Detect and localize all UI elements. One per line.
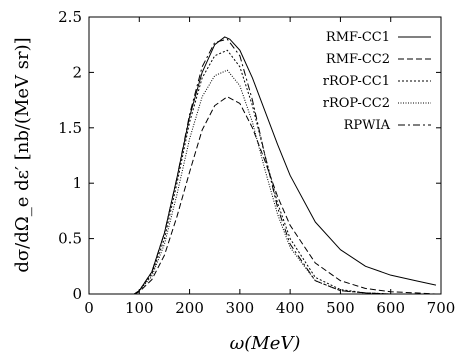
y-tick-label: 0.5 bbox=[58, 230, 82, 248]
series-line-rmf-cc1 bbox=[133, 36, 437, 295]
x-tick-label: 200 bbox=[175, 299, 204, 317]
y-tick-label: 1.5 bbox=[58, 119, 82, 137]
series-line-rpwia bbox=[133, 38, 391, 295]
x-tick-label: 300 bbox=[226, 299, 255, 317]
x-tick-label: 600 bbox=[376, 299, 405, 317]
legend-label: RMF-CC2 bbox=[326, 52, 390, 67]
legend-label: RMF-CC1 bbox=[326, 30, 390, 45]
legend: RMF-CC1 RMF-CC2 rROP-CC1 rROP-CC2 RPWIA bbox=[323, 30, 431, 133]
y-tick-label: 2.5 bbox=[58, 8, 82, 26]
legend-label: rROP-CC1 bbox=[323, 74, 390, 89]
plot-frame bbox=[88, 16, 442, 295]
y-tick-label: 0 bbox=[72, 285, 82, 303]
y-tick-label: 2 bbox=[72, 63, 82, 81]
y-tick-label: 1 bbox=[72, 174, 82, 192]
legend-label: RPWIA bbox=[344, 118, 391, 133]
series-line-rmf-cc2 bbox=[134, 96, 436, 295]
x-tick-label: 500 bbox=[326, 299, 355, 317]
x-axis-label: ω(MeV) bbox=[230, 333, 301, 354]
axis-ticks: 0 100 200 300 400 500 600 700 0 0.5 1 1.5 2 2.5 bbox=[58, 8, 455, 317]
y-axis-label: dσ/dΩ_e dε′ [nb/(MeV sr)] bbox=[12, 37, 33, 272]
x-tick-label: 700 bbox=[427, 299, 455, 317]
series-lines bbox=[133, 36, 437, 295]
x-tick-label: 100 bbox=[125, 299, 154, 317]
x-tick-label: 0 bbox=[84, 299, 94, 317]
x-tick-label: 400 bbox=[276, 299, 305, 317]
legend-label: rROP-CC2 bbox=[323, 96, 390, 111]
